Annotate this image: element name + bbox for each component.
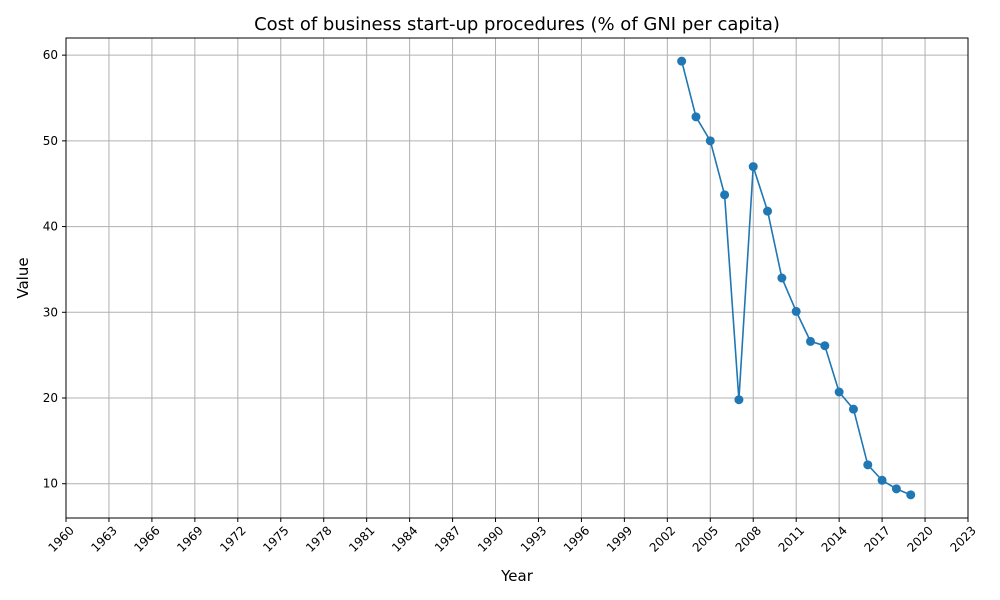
x-tick-label: 2011 — [776, 523, 807, 554]
data-point — [705, 136, 715, 146]
x-tick-label: 1996 — [561, 523, 592, 554]
data-point — [734, 395, 744, 405]
data-point — [848, 404, 858, 414]
y-axis-ticks: 10 20 30 40 50 60 — [43, 48, 66, 491]
plot-frame — [65, 37, 969, 519]
data-point — [691, 112, 701, 122]
y-tick-label: 30 — [43, 305, 58, 319]
x-tick-label: 2005 — [690, 523, 721, 554]
x-tick-label: 1960 — [45, 523, 76, 554]
x-tick-label: 1978 — [303, 523, 334, 554]
x-tick-label: 1993 — [518, 523, 549, 554]
x-tick-label: 1975 — [260, 523, 291, 554]
data-point — [677, 56, 687, 66]
x-tick-label: 1963 — [88, 523, 119, 554]
x-tick-label: 2023 — [947, 523, 978, 554]
x-tick-label: 1969 — [174, 523, 205, 554]
x-tick-label: 1990 — [475, 523, 506, 554]
y-tick-label: 10 — [43, 477, 58, 491]
data-point — [863, 460, 873, 470]
y-tick-label: 50 — [43, 134, 58, 148]
x-axis-ticks: 1960 1963 1966 1969 1972 1975 1978 1981 1984 1987… — [45, 518, 979, 555]
series-markers — [677, 56, 916, 500]
y-axis-label: Value — [14, 257, 32, 298]
x-tick-label: 1966 — [131, 523, 162, 554]
y-tick-label: 60 — [43, 48, 58, 62]
x-tick-label: 1987 — [432, 523, 463, 554]
data-point — [791, 306, 801, 316]
x-tick-label: 2017 — [862, 523, 893, 554]
data-point — [877, 475, 887, 485]
x-tick-label: 1999 — [604, 523, 635, 554]
data-point — [748, 162, 758, 172]
x-tick-label: 1981 — [346, 523, 377, 554]
x-tick-label: 2008 — [733, 523, 764, 554]
y-tick-label: 20 — [43, 391, 58, 405]
data-point — [763, 206, 773, 216]
data-point — [820, 341, 830, 351]
data-point — [720, 190, 730, 200]
data-point — [806, 336, 816, 346]
data-point — [891, 484, 901, 494]
x-tick-label: 1972 — [217, 523, 248, 554]
data-point — [834, 387, 844, 397]
data-point — [777, 273, 787, 283]
x-tick-label: 2020 — [904, 523, 935, 554]
x-tick-label: 2002 — [647, 523, 678, 554]
chart-title: Cost of business start-up procedures (% … — [254, 14, 780, 35]
data-point — [906, 490, 916, 500]
grid-lines — [65, 38, 969, 518]
x-tick-label: 2014 — [819, 523, 850, 554]
x-tick-label: 1984 — [389, 523, 420, 554]
x-axis-label: Year — [500, 567, 534, 585]
y-tick-label: 40 — [43, 220, 58, 234]
